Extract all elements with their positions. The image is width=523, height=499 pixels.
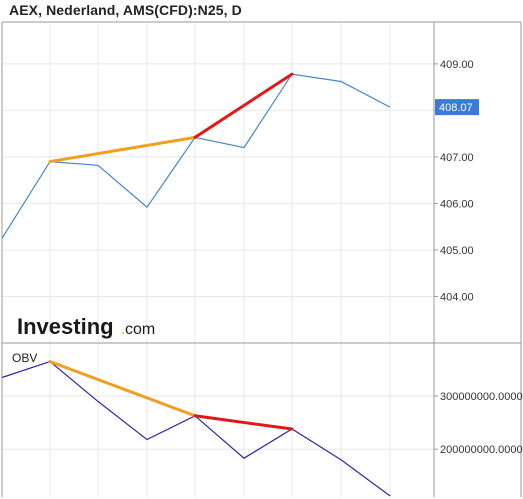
logo-text: Investing (17, 314, 114, 339)
obv-label: OBV (12, 351, 37, 365)
chart-title: AEX, Nederland, AMS(CFD):N25, D (9, 2, 242, 18)
grid-layer (2, 22, 434, 497)
y-tick-label: 407.00 (440, 152, 474, 164)
trend-line-red (193, 72, 294, 139)
frame-layer (1, 21, 522, 497)
obv-series-line (1, 360, 391, 497)
y-tick-label: 404.00 (440, 291, 474, 303)
last-price-tag (435, 99, 479, 116)
y-tick-label: 409.00 (440, 59, 474, 71)
trend-line-red (193, 414, 294, 431)
trend-line-orange (48, 135, 197, 164)
investing-logo: Investing . com (17, 314, 155, 339)
axis-layer: 409.00408.00407.00406.00405.00404.00408.… (434, 59, 523, 456)
series-layer (1, 72, 391, 497)
last-price-tag-label: 408.07 (439, 102, 473, 114)
y-tick-label: 300000000.0000 (440, 391, 523, 403)
y-tick-label: 405.00 (440, 245, 474, 257)
y-tick-label: 200000000.0000 (440, 444, 523, 456)
logo-dot: . (121, 321, 125, 338)
price-series-line (1, 73, 391, 239)
logo-domain: com (125, 321, 155, 338)
trend-line-orange (48, 360, 197, 418)
y-tick-label: 406.00 (440, 198, 474, 210)
